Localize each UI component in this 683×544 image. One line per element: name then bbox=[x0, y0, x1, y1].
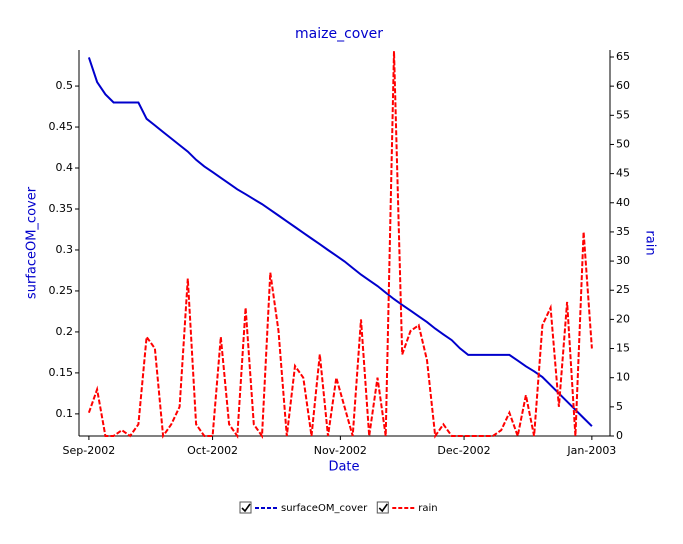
x-tick-label: Jan-2003 bbox=[566, 444, 616, 457]
y-tick-label: 0.1 bbox=[56, 407, 74, 420]
y2-tick-label: 45 bbox=[616, 167, 630, 180]
x-tick-label: Dec-2002 bbox=[437, 444, 490, 457]
y2-tick-label: 0 bbox=[616, 429, 623, 442]
y-tick-label: 0.3 bbox=[56, 243, 74, 256]
y-tick-label: 0.25 bbox=[49, 284, 74, 297]
legend-label: surfaceOM_cover bbox=[281, 503, 368, 514]
x-tick-label: Sep-2002 bbox=[63, 444, 116, 457]
legend-check bbox=[241, 503, 251, 513]
y2-axis-label: rain bbox=[643, 230, 658, 255]
legend-checkbox[interactable] bbox=[239, 501, 252, 514]
legend-checkbox[interactable] bbox=[376, 501, 389, 514]
chart-title: maize_cover bbox=[295, 26, 383, 42]
x-axis-label: Date bbox=[328, 460, 359, 475]
y2-tick-label: 25 bbox=[616, 283, 630, 296]
y2-tick-label: 65 bbox=[616, 50, 630, 63]
legend-label: rain bbox=[418, 503, 437, 514]
legend-check bbox=[378, 503, 388, 513]
y2-tick-label: 55 bbox=[616, 108, 630, 121]
y-tick-label: 0.35 bbox=[49, 202, 74, 215]
x-tick-label: Nov-2002 bbox=[314, 444, 367, 457]
y-tick-label: 0.45 bbox=[49, 120, 74, 133]
y2-tick-label: 60 bbox=[616, 79, 630, 92]
y-tick-label: 0.4 bbox=[56, 161, 74, 174]
x-tick-label: Oct-2002 bbox=[187, 444, 238, 457]
series-line bbox=[87, 51, 593, 440]
y2-tick-label: 20 bbox=[616, 312, 630, 325]
y-axis-label: surfaceOM_cover bbox=[25, 186, 40, 299]
series-line bbox=[87, 57, 593, 427]
y2-tick-label: 35 bbox=[616, 225, 630, 238]
y-tick-label: 0.5 bbox=[56, 79, 74, 92]
y2-tick-label: 5 bbox=[616, 400, 623, 413]
y-tick-label: 0.15 bbox=[49, 366, 74, 379]
y2-tick-label: 15 bbox=[616, 342, 630, 355]
y2-tick-label: 10 bbox=[616, 371, 630, 384]
y2-tick-label: 50 bbox=[616, 137, 630, 150]
y2-tick-label: 30 bbox=[616, 254, 630, 267]
y2-tick-label: 40 bbox=[616, 196, 630, 209]
y-tick-label: 0.2 bbox=[56, 325, 74, 338]
